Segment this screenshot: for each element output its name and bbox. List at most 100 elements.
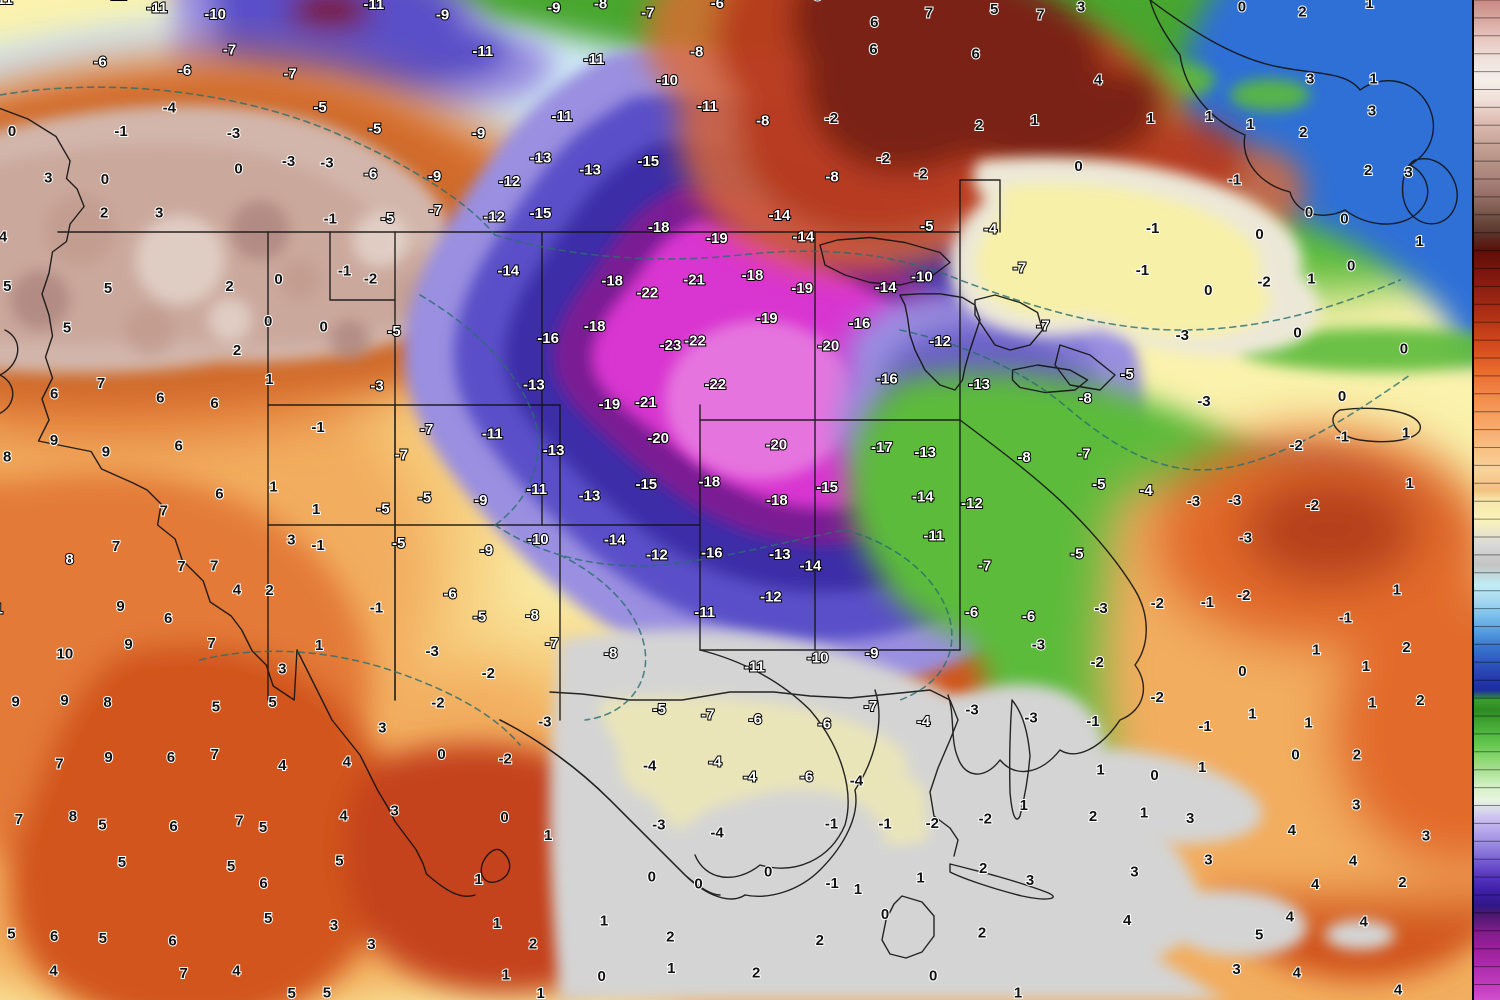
svg-text:-8: -8: [1078, 390, 1091, 407]
svg-text:9: 9: [60, 692, 68, 709]
svg-text:-18: -18: [584, 318, 606, 335]
svg-text:3: 3: [278, 660, 286, 677]
svg-text:-3: -3: [1197, 393, 1210, 410]
svg-text:0: 0: [1400, 341, 1408, 358]
svg-text:0: 0: [1074, 158, 1082, 175]
svg-text:9: 9: [124, 636, 132, 653]
svg-text:6: 6: [870, 14, 878, 31]
svg-text:0: 0: [764, 863, 772, 880]
svg-text:-5: -5: [653, 701, 666, 718]
svg-text:-3: -3: [1094, 600, 1107, 617]
svg-text:2: 2: [975, 117, 983, 134]
svg-text:-14: -14: [604, 531, 626, 548]
svg-text:0: 0: [320, 318, 328, 335]
svg-text:-7: -7: [701, 706, 714, 723]
svg-text:-12: -12: [483, 208, 505, 225]
svg-text:-5: -5: [473, 609, 486, 626]
svg-text:-7: -7: [420, 421, 433, 438]
svg-text:3: 3: [44, 169, 52, 186]
svg-text:-9: -9: [474, 492, 487, 509]
svg-text:-2: -2: [482, 665, 495, 682]
svg-text:-8: -8: [594, 0, 607, 13]
svg-text:1: 1: [502, 967, 510, 984]
svg-text:-11: -11: [923, 528, 944, 545]
svg-text:-16: -16: [701, 545, 723, 562]
svg-text:-11: -11: [584, 51, 605, 68]
svg-text:-5: -5: [381, 210, 394, 227]
svg-text:-1: -1: [311, 537, 324, 554]
svg-text:-1: -1: [1146, 220, 1159, 237]
svg-text:-4: -4: [984, 221, 998, 238]
svg-text:5: 5: [268, 694, 276, 711]
svg-text:1: 1: [1369, 71, 1377, 88]
svg-text:3: 3: [1026, 872, 1034, 889]
svg-text:4: 4: [1288, 822, 1297, 839]
svg-text:-1: -1: [1228, 172, 1241, 189]
svg-text:-16: -16: [876, 371, 898, 388]
svg-text:-7: -7: [223, 42, 236, 59]
svg-text:1: 1: [1312, 642, 1320, 659]
svg-text:-7: -7: [641, 4, 654, 21]
svg-text:-1: -1: [1336, 429, 1349, 446]
svg-text:-15: -15: [530, 205, 552, 222]
svg-text:3: 3: [1204, 851, 1212, 868]
svg-text:-12: -12: [961, 495, 983, 512]
svg-text:-18: -18: [699, 474, 721, 491]
svg-text:2: 2: [1364, 162, 1372, 179]
svg-text:-1: -1: [825, 816, 838, 833]
svg-text:-7: -7: [395, 446, 408, 463]
svg-text:-3: -3: [1024, 710, 1037, 727]
svg-text:-1: -1: [1198, 718, 1211, 735]
svg-text:-2: -2: [877, 150, 890, 167]
svg-text:4: 4: [232, 963, 241, 980]
svg-text:2: 2: [1398, 874, 1406, 891]
svg-text:-19: -19: [706, 230, 728, 247]
svg-text:5: 5: [99, 930, 107, 947]
svg-text:-13: -13: [523, 377, 545, 394]
svg-text:7: 7: [177, 558, 185, 575]
svg-text:-10: -10: [911, 269, 933, 286]
svg-text:5: 5: [212, 699, 220, 716]
svg-text:-4: -4: [708, 754, 722, 771]
svg-text:-1: -1: [1201, 594, 1214, 611]
svg-text:-7: -7: [545, 635, 558, 652]
svg-text:-5: -5: [418, 490, 431, 507]
svg-text:-5: -5: [1092, 476, 1105, 493]
svg-text:1: 1: [544, 827, 552, 844]
svg-text:-20: -20: [818, 337, 840, 354]
svg-text:-3: -3: [1176, 327, 1189, 344]
svg-text:-1: -1: [311, 419, 324, 436]
svg-text:-6: -6: [749, 711, 762, 728]
svg-text:-6: -6: [818, 715, 831, 732]
svg-text:-9: -9: [428, 168, 441, 185]
svg-text:8: 8: [69, 808, 77, 825]
svg-text:5: 5: [3, 278, 11, 295]
svg-text:-8: -8: [756, 113, 769, 130]
svg-text:-19: -19: [599, 396, 621, 413]
svg-text:1: 1: [1147, 110, 1155, 127]
svg-text:-23: -23: [660, 337, 682, 354]
svg-text:9: 9: [116, 598, 124, 615]
svg-text:-2: -2: [1237, 587, 1250, 604]
svg-text:3: 3: [1352, 797, 1360, 814]
svg-text:-5: -5: [376, 500, 389, 517]
svg-text:9: 9: [102, 444, 110, 461]
svg-text:2: 2: [666, 929, 674, 946]
svg-text:-4: -4: [710, 824, 724, 841]
svg-text:6: 6: [869, 41, 877, 58]
svg-text:1: 1: [269, 478, 277, 495]
svg-text:-5: -5: [387, 323, 400, 340]
svg-text:-2: -2: [1306, 497, 1319, 514]
svg-text:5: 5: [63, 320, 71, 337]
svg-text:-4: -4: [163, 100, 177, 117]
svg-text:3: 3: [391, 803, 399, 820]
svg-text:-1: -1: [338, 262, 351, 279]
svg-text:0: 0: [1238, 0, 1246, 16]
svg-text:-2: -2: [1151, 689, 1164, 706]
svg-text:1: 1: [1020, 797, 1028, 814]
svg-text:-2: -2: [825, 110, 838, 127]
svg-text:-11: -11: [526, 481, 547, 498]
svg-text:4: 4: [0, 229, 8, 246]
svg-text:3: 3: [1186, 810, 1194, 827]
svg-text:-13: -13: [914, 444, 936, 461]
